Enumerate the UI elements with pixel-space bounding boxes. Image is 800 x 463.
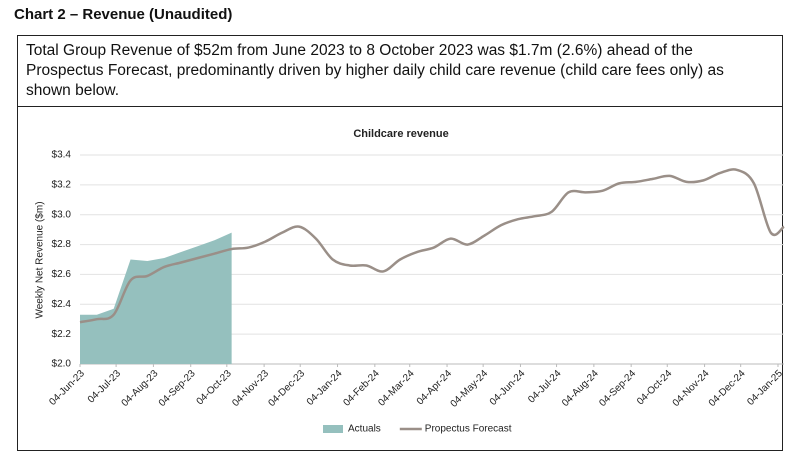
x-tick-label: 04-Dec-24	[707, 368, 748, 409]
x-tick-label: 04-Feb-24	[341, 368, 382, 409]
x-tick-label: 04-Mar-24	[376, 368, 417, 409]
x-tick-label: 04-May-24	[449, 368, 491, 410]
area	[80, 232, 232, 364]
divider	[18, 106, 782, 107]
y-tick-label: $3.0	[52, 209, 72, 220]
y-tick-label: $2.4	[52, 299, 72, 310]
x-tick-label: 04-Nov-23	[230, 368, 271, 409]
x-tick-label: 04-Jul-24	[526, 368, 564, 406]
description: Total Group Revenue of $52m from June 20…	[26, 42, 724, 99]
chart-title: Childcare revenue	[353, 128, 448, 140]
x-tick-label: 04-Jan-25	[745, 368, 785, 408]
y-tick-label: $3.4	[52, 150, 72, 161]
x-tick-label: 04-Oct-23	[195, 368, 235, 408]
legend-label: Propectus Forecast	[425, 424, 512, 435]
heading: Chart 2 – Revenue (Unaudited)	[14, 6, 233, 23]
x-tick-label: 04-Sep-24	[597, 368, 638, 409]
x-tick-label: 04-Jan-24	[305, 368, 345, 408]
x-tick-label: 04-Nov-24	[671, 368, 712, 409]
x-tick-label: 04-Aug-23	[120, 368, 161, 409]
legend-swatch	[323, 425, 343, 433]
y-tick-label: $3.2	[52, 179, 72, 190]
x-tick-label: 04-Dec-23	[266, 368, 307, 409]
y-axis-label: Weekly Net Revenue ($m)	[35, 201, 46, 318]
x-tick-label: 04-Sep-23	[157, 368, 198, 409]
x-tick-label: 04-Jul-23	[86, 368, 124, 406]
line	[79, 168, 785, 324]
x-tick-label: 04-Oct-24	[635, 368, 675, 408]
y-tick-label: $2.0	[52, 359, 72, 370]
y-tick-label: $2.6	[52, 269, 72, 280]
x-tick-label: 04-Jun-24	[488, 368, 528, 408]
legend-label: Actuals	[348, 424, 381, 435]
chart-box: Total Group Revenue of $52m from June 20…	[17, 35, 783, 451]
x-tick-label: 04-Jun-23	[47, 368, 87, 408]
y-tick-label: $2.8	[52, 239, 72, 250]
x-tick-label: 04-Aug-24	[560, 368, 601, 409]
y-tick-label: $2.2	[52, 329, 72, 340]
